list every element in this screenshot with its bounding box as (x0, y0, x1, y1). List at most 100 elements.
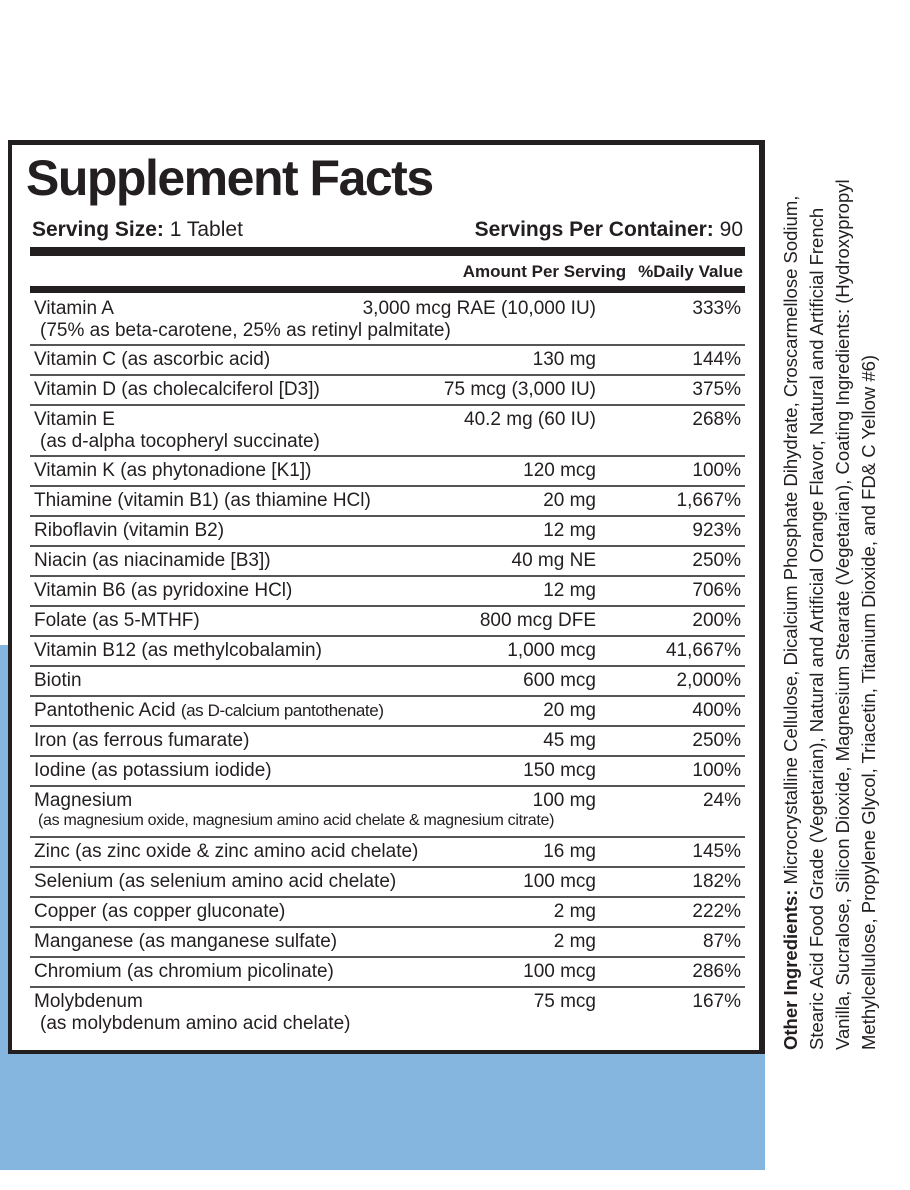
daily-value: 250% (692, 550, 741, 571)
table-row: Riboflavin (vitamin B2) 12 mg 923% (30, 517, 745, 547)
daily-value: 400% (692, 700, 741, 721)
amount-per-serving: 40.2 mg (60 IU) (464, 409, 596, 430)
nutrient-name: Vitamin D (as cholecalciferol [D3]) (34, 379, 320, 401)
nutrient-name-text: Vitamin E (34, 409, 115, 430)
nutrient-source: (as magnesium oxide, magnesium amino aci… (38, 812, 555, 829)
nutrient-name: Chromium (as chromium picolinate) (34, 961, 334, 983)
daily-value: 100% (692, 460, 741, 481)
serving-size-label: Serving Size: (32, 218, 164, 241)
amount-per-serving: 45 mg (543, 730, 596, 751)
amount-per-serving: 2 mg (553, 901, 596, 922)
nutrient-name: Riboflavin (vitamin B2) (34, 520, 224, 542)
thick-divider (30, 247, 745, 256)
nutrient-name: Vitamin C (as ascorbic acid) (34, 349, 270, 371)
table-row: Selenium (as selenium amino acid chelate… (30, 868, 745, 898)
serving-size: Serving Size: 1 Tablet (32, 218, 243, 242)
nutrient-name: Biotin (34, 670, 82, 692)
nutrient-name: Thiamine (vitamin B1) (as thiamine HCl) (34, 490, 371, 512)
table-row: Vitamin E (as d-alpha tocopheryl succinat… (30, 406, 745, 457)
nutrient-name: Niacin (as niacinamide [B3]) (34, 550, 271, 572)
supplement-facts-panel: Supplement Facts Serving Size: 1 Tablet … (8, 140, 765, 1054)
amount-per-serving: 20 mg (543, 490, 596, 511)
amount-per-serving: 130 mg (532, 349, 596, 370)
daily-value: 250% (692, 730, 741, 751)
table-row: Thiamine (vitamin B1) (as thiamine HCl) 2… (30, 487, 745, 517)
nutrient-name: Iodine (as potassium iodide) (34, 760, 272, 782)
nutrient-name-text: Vitamin K (as phytonadione [K1]) (34, 460, 312, 481)
daily-value: 24% (702, 790, 741, 811)
amount-per-serving: 120 mcg (523, 460, 596, 481)
table-row: Vitamin D (as cholecalciferol [D3]) 75 mc… (30, 376, 745, 406)
nutrient-name: Manganese (as manganese sulfate) (34, 931, 337, 953)
nutrient-name-text: Zinc (as zinc oxide & zinc amino acid ch… (34, 841, 419, 862)
daily-value: 923% (692, 520, 741, 541)
table-row: Niacin (as niacinamide [B3]) 40 mg NE 250% (30, 547, 745, 577)
amount-per-serving: 20 mg (543, 700, 596, 721)
nutrient-name: Vitamin B6 (as pyridoxine HCl) (34, 580, 292, 602)
nutrient-name-text: Folate (as 5-MTHF) (34, 610, 200, 631)
nutrient-table: Vitamin A (75% as beta-carotene, 25% as r… (30, 295, 745, 1039)
serving-info: Serving Size: 1 Tablet Servings Per Cont… (32, 218, 743, 242)
serving-size-value: 1 Tablet (169, 218, 243, 241)
nutrient-name-text: Vitamin C (as ascorbic acid) (34, 349, 271, 370)
panel-title: Supplement Facts (26, 150, 434, 206)
thick-divider (30, 286, 745, 293)
amount-per-serving: 75 mcg (3,000 IU) (443, 379, 596, 400)
table-row: Pantothenic Acid (as D-calcium pantothen… (30, 697, 745, 727)
nutrient-source: (as d-alpha tocopheryl succinate) (40, 431, 320, 452)
nutrient-name-text: Iodine (as potassium iodide) (34, 760, 272, 781)
daily-value: 286% (692, 961, 741, 982)
table-row: Vitamin K (as phytonadione [K1]) 120 mcg 1… (30, 457, 745, 487)
table-row: Iodine (as potassium iodide) 150 mcg 100% (30, 757, 745, 787)
nutrient-name-text: Iron (as ferrous fumarate) (34, 730, 250, 751)
amount-header: Amount Per Serving (462, 262, 627, 281)
table-row: Magnesium (as magnesium oxide, magnesium … (30, 787, 745, 838)
nutrient-name-text: Pantothenic Acid (34, 700, 176, 721)
nutrient-name-text: Riboflavin (vitamin B2) (34, 520, 225, 541)
table-row: Vitamin B12 (as methylcobalamin) 1,000 mc… (30, 637, 745, 667)
nutrient-name-text: Biotin (34, 670, 82, 691)
daily-value: 182% (692, 871, 741, 892)
table-row: Vitamin B6 (as pyridoxine HCl) 12 mg 706% (30, 577, 745, 607)
other-ingredients-label: Other Ingredients: (780, 889, 801, 1050)
nutrient-name: Pantothenic Acid (as D-calcium pantothen… (34, 700, 384, 722)
table-row: Vitamin A (75% as beta-carotene, 25% as r… (30, 295, 745, 346)
nutrient-name-text: Copper (as copper gluconate) (34, 901, 286, 922)
daily-value: 87% (702, 931, 741, 952)
servings-per-container: Servings Per Container: 90 (475, 218, 743, 242)
daily-value: 41,667% (665, 640, 741, 661)
table-row: Zinc (as zinc oxide & zinc amino acid ch… (30, 838, 745, 868)
nutrient-name-text: Vitamin D (as cholecalciferol [D3]) (34, 379, 320, 400)
amount-per-serving: 600 mcg (523, 670, 596, 691)
nutrient-name: Iron (as ferrous fumarate) (34, 730, 249, 752)
amount-per-serving: 100 mcg (523, 871, 596, 892)
amount-per-serving: 100 mg (532, 790, 596, 811)
daily-value: 200% (692, 610, 741, 631)
servings-value: 90 (719, 218, 743, 241)
nutrient-name: Vitamin K (as phytonadione [K1]) (34, 460, 311, 482)
daily-value: 333% (692, 298, 741, 319)
table-row: Vitamin C (as ascorbic acid) 130 mg 144% (30, 346, 745, 376)
table-row: Biotin 600 mcg 2,000% (30, 667, 745, 697)
amount-per-serving: 12 mg (543, 580, 596, 601)
nutrient-name: Molybdenum (34, 991, 143, 1013)
daily-value: 1,667% (676, 490, 741, 511)
nutrient-name-text: Molybdenum (34, 991, 143, 1012)
nutrient-name-text: Niacin (as niacinamide [B3]) (34, 550, 271, 571)
nutrient-source: (75% as beta-carotene, 25% as retinyl pa… (40, 320, 451, 341)
amount-per-serving: 75 mcg (533, 991, 596, 1012)
nutrient-name: Selenium (as selenium amino acid chelate… (34, 871, 396, 893)
daily-value: 268% (692, 409, 741, 430)
table-row: Folate (as 5-MTHF) 800 mcg DFE 200% (30, 607, 745, 637)
other-ingredients: Other Ingredients: Microcrystalline Cell… (778, 155, 882, 1050)
nutrient-name: Magnesium (34, 790, 132, 812)
daily-value: 145% (692, 841, 741, 862)
column-headers: Amount Per Serving %Daily Value (463, 262, 743, 282)
nutrient-name-text: Chromium (as chromium picolinate) (34, 961, 334, 982)
daily-value: 167% (692, 991, 741, 1012)
amount-per-serving: 800 mcg DFE (479, 610, 596, 631)
table-row: Chromium (as chromium picolinate) 100 mcg… (30, 958, 745, 988)
daily-value: 2,000% (676, 670, 741, 691)
amount-per-serving: 150 mcg (523, 760, 596, 781)
nutrient-name: Zinc (as zinc oxide & zinc amino acid ch… (34, 841, 418, 863)
